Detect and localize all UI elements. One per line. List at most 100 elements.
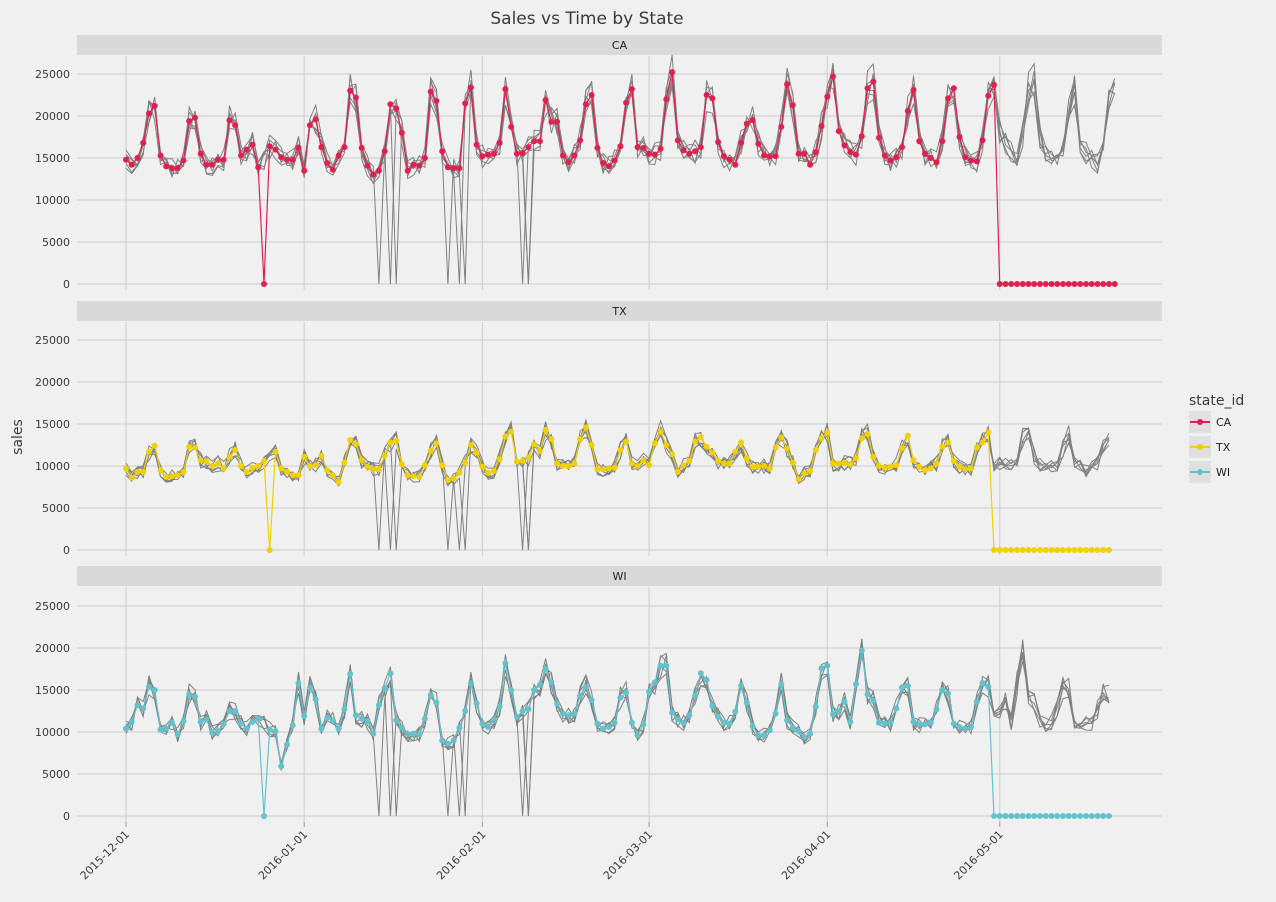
data-point-ca <box>812 149 819 156</box>
data-point-wi <box>192 693 198 700</box>
data-point-wi <box>209 729 216 736</box>
data-point-tx <box>393 437 400 444</box>
data-point-ca <box>766 153 773 160</box>
data-point-tx <box>186 443 193 450</box>
data-point-ca <box>404 167 411 174</box>
data-point-wi <box>490 717 497 724</box>
data-point-ca <box>261 281 267 287</box>
data-point-tx <box>623 438 630 445</box>
data-point-tx <box>427 447 434 454</box>
data-point-wi <box>496 703 503 710</box>
data-point-wi <box>370 730 377 737</box>
data-point-wi <box>674 716 681 723</box>
data-point-wi <box>203 716 210 723</box>
data-point-tx <box>324 467 331 474</box>
data-point-tx <box>1019 547 1026 553</box>
data-point-wi <box>174 731 181 738</box>
data-point-tx <box>134 468 141 475</box>
data-point-wi <box>611 719 618 726</box>
data-point-wi <box>312 696 319 703</box>
data-point-ca <box>795 150 802 157</box>
data-point-tx <box>215 460 221 467</box>
data-point-wi <box>289 722 296 729</box>
data-point-ca <box>266 143 273 150</box>
data-point-ca <box>220 156 227 163</box>
data-point-ca <box>536 138 543 145</box>
data-point-tx <box>272 448 279 455</box>
data-point-tx <box>778 434 785 441</box>
data-point-ca <box>853 151 859 158</box>
data-point-ca <box>1019 281 1026 287</box>
y-tick-label: 25000 <box>35 334 70 347</box>
data-point-tx <box>991 547 997 553</box>
data-point-ca <box>789 102 796 109</box>
data-point-tx <box>761 463 768 469</box>
data-point-ca <box>151 102 158 109</box>
data-point-tx <box>209 463 216 469</box>
data-point-ca <box>996 281 1003 287</box>
data-point-wi <box>1002 813 1009 819</box>
data-point-ca <box>571 152 578 159</box>
data-point-ca <box>582 101 589 108</box>
data-point-tx <box>755 463 762 470</box>
legend: state_id CA TX WI <box>1189 393 1244 483</box>
data-point-wi <box>215 728 221 735</box>
data-point-tx <box>479 463 486 470</box>
data-point-ca <box>375 167 382 174</box>
data-point-tx <box>628 460 635 467</box>
data-point-ca <box>916 138 923 145</box>
data-point-ca <box>985 92 992 99</box>
data-point-tx <box>910 457 917 464</box>
data-point-wi <box>1031 813 1038 819</box>
data-point-tx <box>444 477 451 484</box>
data-point-wi <box>801 734 808 740</box>
data-point-wi <box>186 691 193 698</box>
data-point-wi <box>927 719 934 726</box>
data-point-tx <box>289 472 296 479</box>
data-point-wi <box>646 688 653 695</box>
data-point-ca <box>939 138 946 145</box>
data-point-ca <box>496 139 503 146</box>
data-point-ca <box>398 129 405 136</box>
data-point-wi <box>272 728 279 735</box>
data-point-wi <box>421 715 428 722</box>
data-point-tx <box>916 463 923 470</box>
data-point-tx <box>508 428 515 435</box>
data-point-tx <box>674 468 681 475</box>
data-point-wi <box>864 691 871 698</box>
data-point-wi <box>513 713 520 720</box>
data-point-ca <box>209 161 216 168</box>
data-point-tx <box>680 462 687 469</box>
data-point-tx <box>462 459 469 466</box>
data-point-wi <box>812 703 819 710</box>
x-tick-label: 2016-04-01 <box>779 828 833 882</box>
data-point-ca <box>278 154 285 161</box>
data-point-tx <box>841 459 848 466</box>
data-point-tx <box>341 459 348 466</box>
data-point-tx <box>968 465 974 472</box>
data-point-wi <box>881 720 888 727</box>
data-point-tx <box>577 436 584 443</box>
data-point-tx <box>232 447 239 453</box>
data-point-ca <box>830 73 836 80</box>
data-point-tx <box>634 463 641 469</box>
legend-item-wi: WI <box>1189 461 1230 483</box>
data-point-tx <box>496 456 503 463</box>
data-point-tx <box>738 439 745 446</box>
data-point-ca <box>289 156 296 163</box>
data-point-wi <box>284 741 290 748</box>
data-point-wi <box>318 725 325 732</box>
data-point-wi <box>542 666 549 672</box>
data-point-tx <box>927 465 934 472</box>
data-point-wi <box>617 694 624 701</box>
data-point-wi <box>347 671 354 677</box>
data-point-ca <box>755 140 762 147</box>
data-point-wi <box>456 724 463 731</box>
data-point-tx <box>715 458 722 464</box>
data-point-tx <box>536 447 543 454</box>
data-point-ca <box>358 144 365 151</box>
data-point-ca <box>473 141 480 148</box>
data-point-tx <box>1071 547 1078 553</box>
data-point-tx <box>1088 547 1095 553</box>
data-point-tx <box>439 462 446 469</box>
